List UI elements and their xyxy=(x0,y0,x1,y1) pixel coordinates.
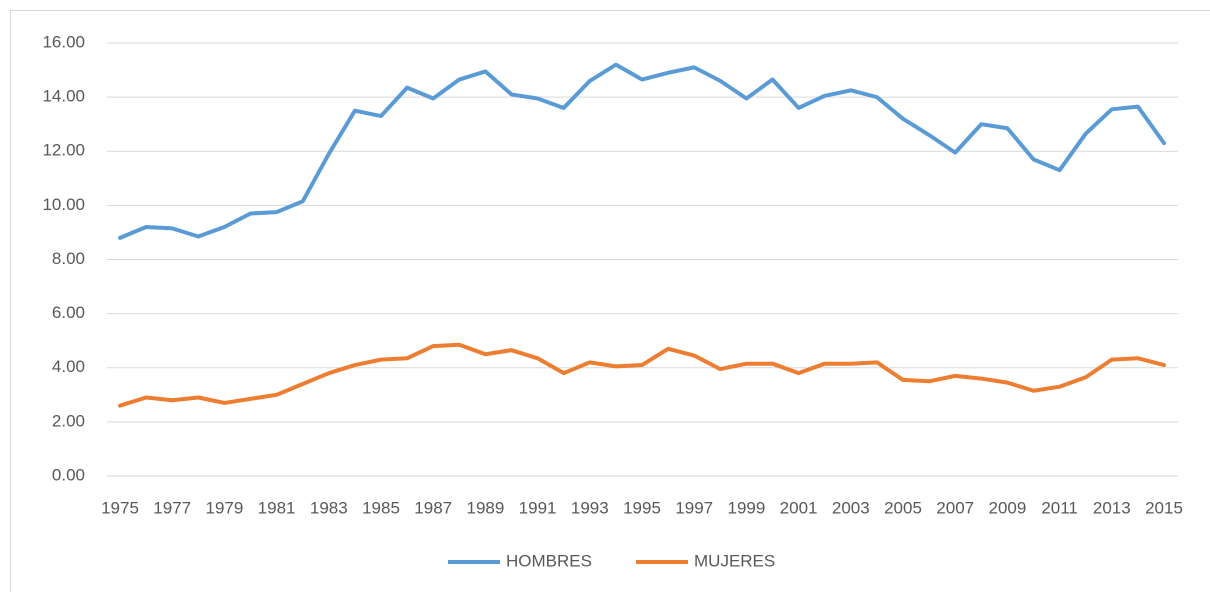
y-tick-label: 4.00 xyxy=(52,357,85,376)
x-tick-label: 1997 xyxy=(675,498,713,517)
x-tick-label: 1977 xyxy=(153,498,191,517)
y-tick-label: 10.00 xyxy=(42,195,85,214)
x-tick-label: 1999 xyxy=(727,498,765,517)
x-tick-label: 2015 xyxy=(1145,498,1183,517)
x-tick-label: 1989 xyxy=(466,498,504,517)
y-tick-label: 12.00 xyxy=(42,141,85,160)
series-line xyxy=(118,62,1166,240)
x-tick-label: 1995 xyxy=(623,498,661,517)
y-tick-label: 0.00 xyxy=(52,465,85,484)
y-tick-label: 6.00 xyxy=(52,303,85,322)
x-tick-label: 2005 xyxy=(884,498,922,517)
x-tick-label: 1983 xyxy=(310,498,348,517)
series-line xyxy=(118,342,1166,408)
y-tick-label: 16.00 xyxy=(42,32,85,51)
x-tick-label: 2007 xyxy=(936,498,974,517)
x-tick-label: 2003 xyxy=(832,498,870,517)
x-tick-label: 2011 xyxy=(1041,498,1078,517)
legend-label: MUJERES xyxy=(694,551,775,570)
x-tick-label: 1979 xyxy=(205,498,243,517)
legend-label: HOMBRES xyxy=(506,551,592,570)
x-tick-label: 1985 xyxy=(362,498,400,517)
x-tick-label: 1991 xyxy=(519,498,557,517)
x-tick-label: 2013 xyxy=(1093,498,1131,517)
x-tick-label: 1993 xyxy=(571,498,609,517)
x-tick-label: 1981 xyxy=(258,498,296,517)
x-tick-label: 2009 xyxy=(988,498,1026,517)
x-tick-label: 1975 xyxy=(101,498,139,517)
y-tick-label: 14.00 xyxy=(42,87,85,106)
y-tick-label: 8.00 xyxy=(52,249,85,268)
chart-border xyxy=(10,10,1210,592)
x-tick-label: 1987 xyxy=(414,498,452,517)
x-tick-label: 2001 xyxy=(780,498,818,517)
y-tick-label: 2.00 xyxy=(52,411,85,430)
